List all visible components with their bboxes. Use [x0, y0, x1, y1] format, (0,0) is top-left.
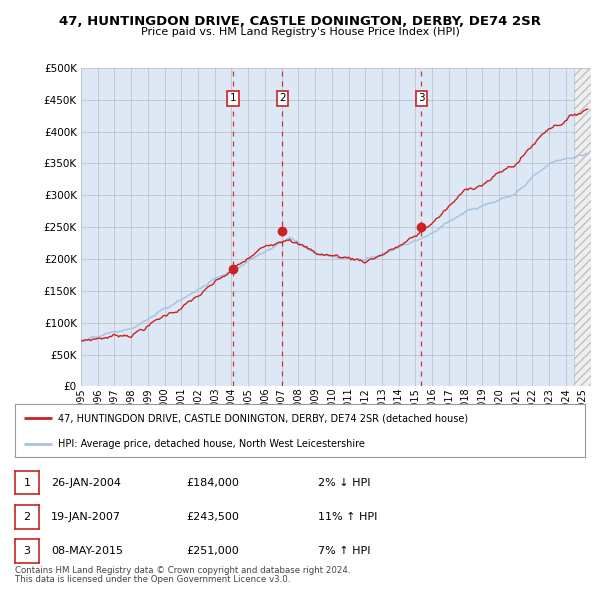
Text: 11% ↑ HPI: 11% ↑ HPI	[318, 512, 377, 522]
Text: £243,500: £243,500	[186, 512, 239, 522]
Text: Price paid vs. HM Land Registry's House Price Index (HPI): Price paid vs. HM Land Registry's House …	[140, 27, 460, 37]
Text: 1: 1	[229, 93, 236, 103]
Text: 26-JAN-2004: 26-JAN-2004	[51, 478, 121, 487]
Text: 3: 3	[418, 93, 425, 103]
Text: 2: 2	[23, 512, 31, 522]
Text: 2% ↓ HPI: 2% ↓ HPI	[318, 478, 371, 487]
Text: HPI: Average price, detached house, North West Leicestershire: HPI: Average price, detached house, Nort…	[58, 439, 365, 449]
Bar	[574, 68, 591, 386]
Text: This data is licensed under the Open Government Licence v3.0.: This data is licensed under the Open Gov…	[15, 575, 290, 584]
Text: 7% ↑ HPI: 7% ↑ HPI	[318, 546, 371, 556]
Text: £184,000: £184,000	[186, 478, 239, 487]
Text: 08-MAY-2015: 08-MAY-2015	[51, 546, 123, 556]
Text: 47, HUNTINGDON DRIVE, CASTLE DONINGTON, DERBY, DE74 2SR: 47, HUNTINGDON DRIVE, CASTLE DONINGTON, …	[59, 15, 541, 28]
Text: £251,000: £251,000	[186, 546, 239, 556]
Text: 1: 1	[23, 478, 31, 487]
Text: 3: 3	[23, 546, 31, 556]
Text: 19-JAN-2007: 19-JAN-2007	[51, 512, 121, 522]
Text: 2: 2	[279, 93, 286, 103]
Bar	[574, 68, 591, 386]
Text: 47, HUNTINGDON DRIVE, CASTLE DONINGTON, DERBY, DE74 2SR (detached house): 47, HUNTINGDON DRIVE, CASTLE DONINGTON, …	[58, 414, 468, 424]
Text: Contains HM Land Registry data © Crown copyright and database right 2024.: Contains HM Land Registry data © Crown c…	[15, 566, 350, 575]
